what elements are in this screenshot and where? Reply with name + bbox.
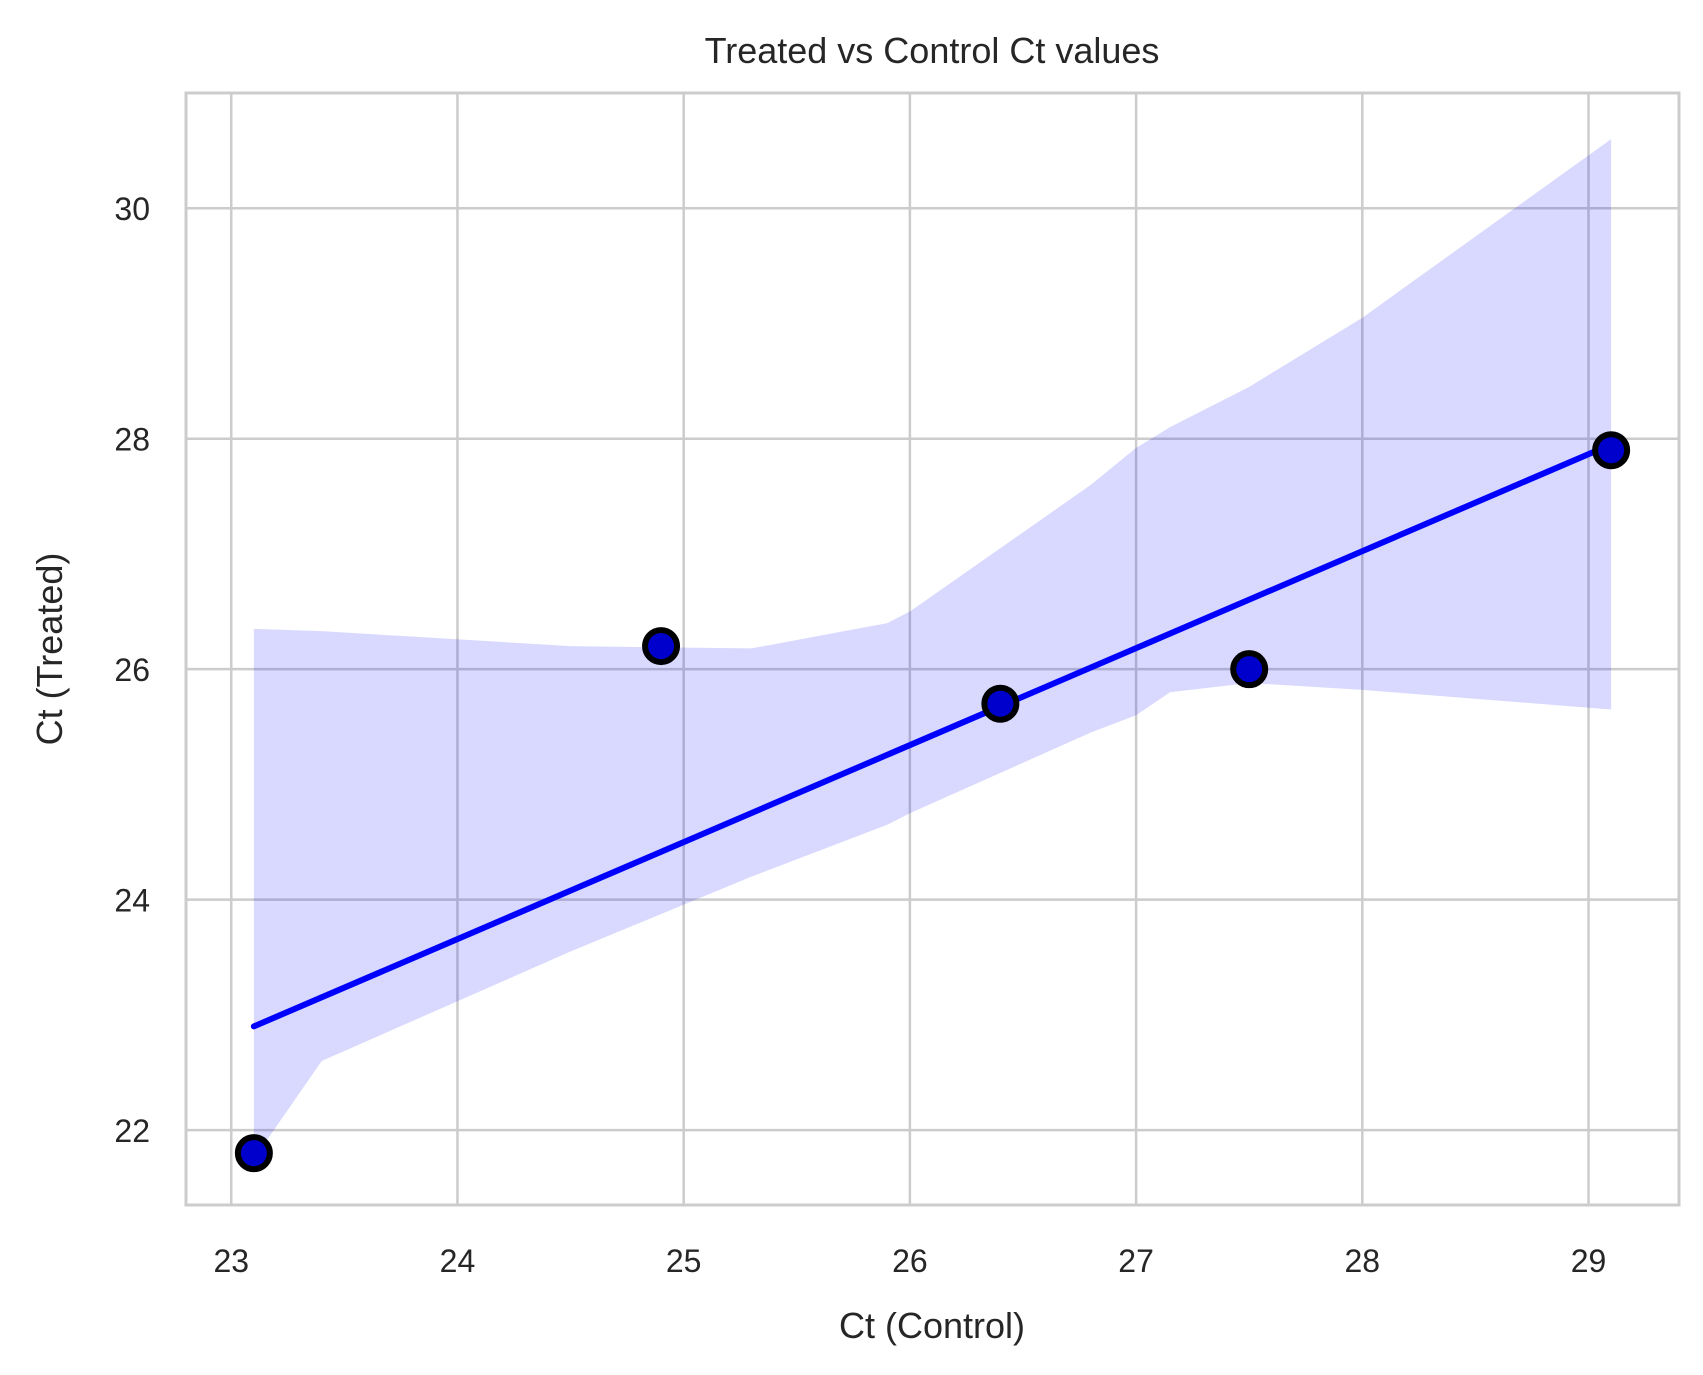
- x-tick-label: 28: [1345, 1243, 1381, 1279]
- x-tick-label: 26: [892, 1243, 928, 1279]
- data-point: [234, 1134, 273, 1173]
- x-tick-label: 23: [213, 1243, 249, 1279]
- y-tick-label: 30: [114, 191, 150, 227]
- y-tick-label: 22: [114, 1113, 150, 1149]
- data-point: [981, 684, 1020, 723]
- y-axis-label: Ct (Treated): [29, 553, 70, 746]
- grid: [186, 93, 1679, 1205]
- x-tick-label: 29: [1571, 1243, 1607, 1279]
- plot-frame: [184, 91, 1681, 1207]
- confidence-band: [253, 139, 1612, 1159]
- y-tick-labels: 22 24 26 28 30: [114, 191, 150, 1149]
- plot-area: [186, 93, 1679, 1205]
- regression-line-layer: [250, 441, 1615, 1030]
- y-tick-label: 24: [114, 883, 150, 919]
- data-point: [1230, 650, 1269, 689]
- x-tick-label: 27: [1118, 1243, 1154, 1279]
- x-axis-label: Ct (Control): [839, 1305, 1025, 1346]
- data-point: [642, 627, 681, 666]
- x-tick-label: 25: [666, 1243, 702, 1279]
- data-point: [1592, 431, 1631, 470]
- y-tick-label: 26: [114, 652, 150, 688]
- y-tick-label: 28: [114, 422, 150, 458]
- x-tick-label: 24: [440, 1243, 476, 1279]
- regression-line: [250, 441, 1615, 1030]
- confidence-band-layer: [253, 139, 1612, 1159]
- x-tick-labels: 23 24 25 26 27 28 29: [213, 1243, 1606, 1279]
- chart-title: Treated vs Control Ct values: [705, 30, 1160, 71]
- scatter-points: [234, 431, 1631, 1173]
